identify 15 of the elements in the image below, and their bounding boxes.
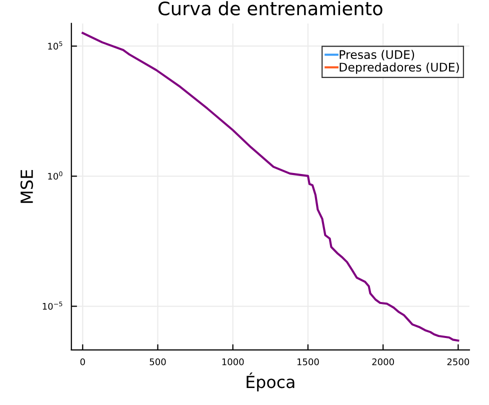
x-tick-label: 2000 <box>372 358 394 366</box>
x-axis-title: Época <box>246 372 294 392</box>
legend-label: Depredadores (UDE) <box>340 62 459 74</box>
legend-label: Presas (UDE) <box>340 50 414 60</box>
y-tick-label: 10$^{−5}$ <box>42 302 62 310</box>
chart-title: Curva de entrenamiento <box>158 1 382 16</box>
line-series <box>82 32 460 342</box>
y-tick-label: 10$^{0}$ <box>48 171 62 180</box>
x-tick-label: 1000 <box>222 358 244 366</box>
x-tick-label: 0 <box>80 358 85 366</box>
x-tick-label: 2500 <box>447 358 470 366</box>
x-tick-label: 1500 <box>297 358 319 366</box>
y-axis-title: MSE <box>20 170 34 203</box>
y-tick-label: 10$^{5}$ <box>48 41 62 50</box>
x-tick-label: 500 <box>150 358 166 366</box>
